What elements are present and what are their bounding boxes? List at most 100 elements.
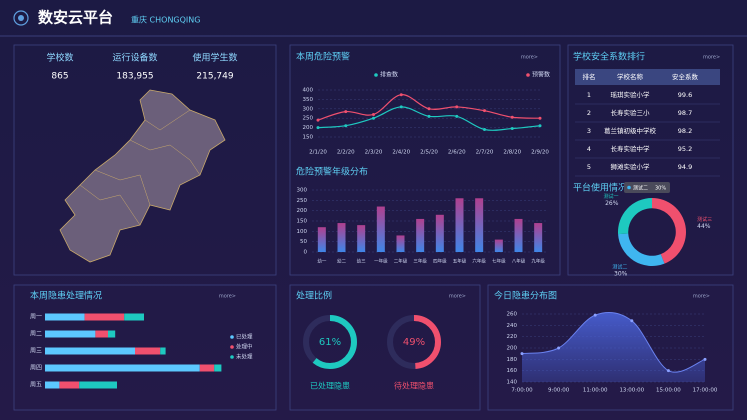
pie-label-name: 测试二 bbox=[612, 263, 627, 270]
tooltip-name: 测试二 bbox=[633, 185, 648, 192]
more-link: more> bbox=[703, 55, 720, 61]
point bbox=[520, 352, 524, 356]
x-tick-label: 四年级 bbox=[433, 258, 447, 265]
stat-value: 183,955 bbox=[116, 72, 153, 82]
legend-label: 已处理 bbox=[236, 333, 253, 341]
table-cell: 3 bbox=[587, 127, 591, 135]
gauge-value: 61% bbox=[319, 337, 341, 348]
panel-title: 处理比例 bbox=[296, 290, 332, 302]
point bbox=[510, 115, 514, 119]
x-tick-label: 五年级 bbox=[453, 258, 467, 265]
x-tick-label: 9:00:00 bbox=[548, 388, 570, 394]
legend-swatch bbox=[230, 355, 234, 359]
gauge-label: 已处理隐患 bbox=[310, 381, 350, 391]
bar bbox=[534, 223, 543, 252]
x-tick-label: 一年级 bbox=[374, 258, 388, 265]
y-tick-label: 150 bbox=[303, 135, 314, 141]
legend-swatch bbox=[374, 73, 378, 77]
bar bbox=[396, 235, 405, 252]
y-tick-label: 250 bbox=[303, 116, 314, 122]
x-tick-label: 2/6/20 bbox=[448, 150, 466, 156]
bar-segment bbox=[124, 313, 144, 321]
y-tick-label: 周二 bbox=[30, 331, 42, 338]
x-tick-label: 七年级 bbox=[492, 258, 506, 265]
bar bbox=[337, 223, 346, 252]
app-title: 数安云平台 bbox=[38, 9, 113, 27]
point bbox=[399, 105, 403, 109]
panels bbox=[13, 44, 734, 411]
y-tick-label: 350 bbox=[303, 97, 314, 103]
pie-label-value: 44% bbox=[697, 223, 711, 230]
point bbox=[455, 105, 459, 109]
point bbox=[510, 127, 514, 131]
panel-title: 本周危险预警 bbox=[296, 51, 350, 63]
y-tick-label: 200 bbox=[507, 346, 518, 352]
x-tick-label: 三年级 bbox=[413, 258, 427, 265]
table-header-cell: 排名 bbox=[583, 72, 596, 81]
point bbox=[557, 346, 561, 350]
table-cell: 99.6 bbox=[678, 91, 692, 99]
legend-label: 预警数 bbox=[532, 71, 550, 79]
point bbox=[630, 319, 634, 323]
y-tick-label: 周五 bbox=[30, 382, 42, 389]
more-link: more> bbox=[219, 294, 236, 300]
pie-slice bbox=[652, 198, 686, 264]
y-tick-label: 240 bbox=[507, 323, 518, 329]
x-tick-label: 八年级 bbox=[512, 258, 526, 265]
pie-label-value: 26% bbox=[605, 200, 619, 207]
area-line bbox=[521, 311, 706, 373]
table-cell: 4 bbox=[587, 145, 591, 153]
y-tick-label: 200 bbox=[297, 208, 308, 214]
pie-slice bbox=[618, 233, 665, 266]
y-tick-label: 周一 bbox=[30, 314, 42, 321]
x-tick-label: 15:00:00 bbox=[656, 388, 681, 394]
map bbox=[59, 89, 226, 263]
table-cell: 95.2 bbox=[678, 145, 692, 153]
y-tick-label: 周三 bbox=[30, 348, 42, 355]
more-link: more> bbox=[693, 294, 710, 300]
more-link: more> bbox=[449, 294, 466, 300]
bar-segment bbox=[95, 330, 108, 338]
x-tick-label: 2/7/20 bbox=[476, 150, 494, 156]
bar-segment bbox=[135, 347, 161, 355]
bar bbox=[416, 218, 425, 252]
point bbox=[703, 357, 707, 361]
bar-segment bbox=[45, 364, 200, 372]
point bbox=[399, 93, 403, 97]
bar-segment bbox=[84, 313, 125, 321]
bar bbox=[514, 218, 523, 252]
x-tick-label: 2/3/20 bbox=[365, 150, 383, 156]
bar bbox=[475, 198, 484, 252]
bar bbox=[435, 214, 444, 252]
bar-segment bbox=[45, 313, 85, 321]
point bbox=[593, 313, 597, 317]
legend-swatch bbox=[230, 335, 234, 339]
x-tick-label: 2/9/20 bbox=[531, 150, 549, 156]
x-tick-label: 2/4/20 bbox=[392, 150, 410, 156]
bar-segment bbox=[199, 364, 215, 372]
panel-title: 平台使用情况 bbox=[573, 182, 627, 194]
legend-label: 处理中 bbox=[236, 343, 253, 351]
table-header-cell: 学校名称 bbox=[617, 72, 644, 81]
stat-label: 使用学生数 bbox=[192, 52, 237, 64]
x-tick-label: 2/8/20 bbox=[503, 150, 521, 156]
y-tick-label: 400 bbox=[303, 88, 314, 94]
legend-label: 未处理 bbox=[236, 353, 253, 361]
bar-segment bbox=[214, 364, 222, 372]
point bbox=[344, 124, 348, 128]
table-cell: 94.9 bbox=[678, 163, 692, 171]
x-tick-label: 2/2/20 bbox=[337, 150, 355, 156]
point bbox=[316, 118, 320, 122]
table-header bbox=[575, 69, 720, 85]
y-tick-label: 150 bbox=[297, 219, 308, 225]
bar-segment bbox=[160, 347, 166, 355]
point bbox=[372, 116, 375, 120]
bar bbox=[357, 225, 366, 252]
x-tick-label: 九年级 bbox=[531, 258, 545, 265]
x-tick-label: 幼三 bbox=[357, 258, 366, 265]
tooltip-value: 30% bbox=[655, 186, 666, 192]
table-cell: 长寿实验三小 bbox=[611, 108, 651, 117]
gauge-arc bbox=[387, 315, 441, 369]
x-tick-label: 幼二 bbox=[337, 258, 346, 265]
